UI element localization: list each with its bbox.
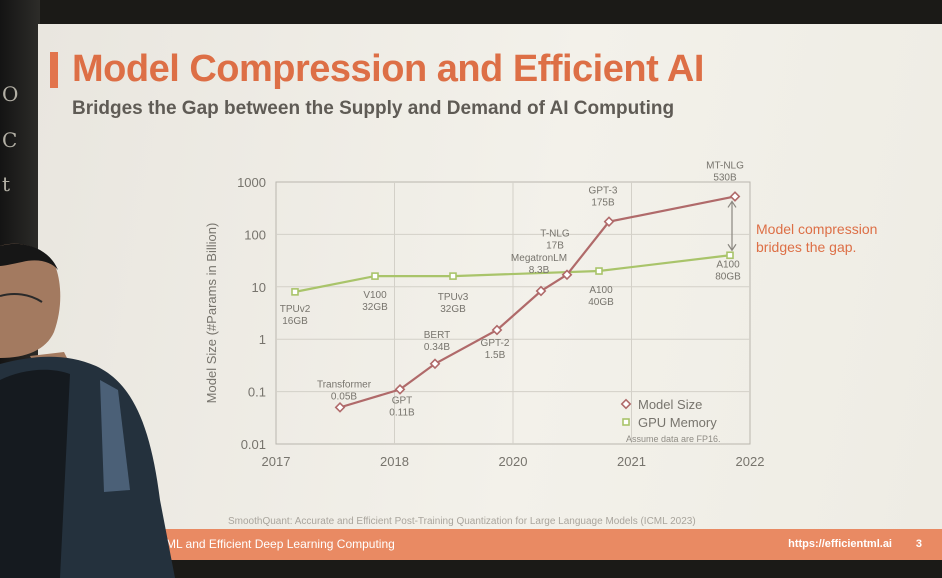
legend-note: Assume data are FP16. bbox=[626, 434, 721, 444]
gap-arrow-head-bottom bbox=[727, 243, 737, 252]
data-point bbox=[429, 358, 441, 370]
title-accent-bar bbox=[50, 52, 58, 88]
data-point-label: V100 bbox=[363, 290, 387, 301]
data-point-value-label: 175B bbox=[591, 198, 615, 209]
blackboard-glyph: t bbox=[2, 172, 11, 196]
data-point-value-label: 32GB bbox=[440, 304, 466, 315]
data-point bbox=[561, 269, 573, 281]
data-point-label: GPT bbox=[392, 395, 413, 406]
gap-annotation-line: bridges the gap. bbox=[756, 239, 856, 255]
y-tick-label: 100 bbox=[244, 227, 266, 242]
data-point-value-label: 16GB bbox=[282, 316, 308, 327]
slide-footer: ML and Efficient Deep Learning Computing… bbox=[38, 529, 942, 560]
series-line-model-size bbox=[339, 195, 736, 409]
legend-label: GPU Memory bbox=[638, 415, 717, 430]
y-tick-label: 0.1 bbox=[248, 385, 266, 400]
page-number: 3 bbox=[915, 538, 922, 550]
data-point bbox=[291, 288, 299, 296]
data-point-label: GPT-3 bbox=[589, 186, 618, 197]
data-point-label: Transformer bbox=[317, 379, 372, 390]
data-point bbox=[449, 272, 457, 280]
data-point-value-label: 40GB bbox=[588, 297, 614, 308]
presenter-figure bbox=[0, 243, 175, 578]
data-point-value-label: 8.3B bbox=[529, 265, 550, 276]
legend-marker-gpu-memory bbox=[622, 418, 630, 426]
course-url: https://efficientml.ai bbox=[788, 538, 892, 550]
x-tick-label: 2021 bbox=[617, 454, 646, 469]
course-name: ML and Efficient Deep Learning Computing bbox=[166, 537, 395, 551]
x-tick-label: 2018 bbox=[380, 454, 409, 469]
data-point-label: MegatronLM bbox=[511, 253, 567, 264]
x-tick-label: 2020 bbox=[499, 454, 528, 469]
data-point bbox=[726, 251, 734, 260]
data-point bbox=[491, 324, 503, 336]
slide-subtitle: Bridges the Gap between the Supply and D… bbox=[72, 98, 675, 119]
data-point bbox=[394, 384, 406, 395]
legend-label: Model Size bbox=[638, 397, 702, 412]
y-axis-label: Model Size (#Params in Billion) bbox=[204, 223, 219, 404]
data-point-value-label: 0.34B bbox=[424, 342, 450, 353]
data-point-label: A100 bbox=[589, 285, 613, 296]
data-point-value-label: 0.11B bbox=[389, 407, 415, 418]
slide-title: Model Compression and Efficient AI bbox=[72, 48, 704, 90]
data-point-label: GPT-2 bbox=[481, 338, 510, 349]
gap-arrow-head-top bbox=[727, 200, 737, 208]
data-point bbox=[603, 216, 615, 228]
data-point-label: MT-NLG bbox=[706, 160, 744, 171]
data-point-label: BERT bbox=[424, 330, 451, 341]
data-point bbox=[371, 272, 379, 280]
data-point bbox=[535, 285, 547, 297]
data-point-value-label: 80GB bbox=[715, 271, 741, 282]
data-point-label: TPUv2 bbox=[280, 304, 311, 315]
x-tick-label: 2017 bbox=[262, 454, 291, 469]
data-point-value-label: 32GB bbox=[362, 302, 388, 313]
data-point bbox=[334, 401, 346, 413]
data-point-label: TPUv3 bbox=[438, 292, 469, 303]
y-tick-label: 1 bbox=[259, 332, 266, 347]
blackboard-glyph: O bbox=[2, 82, 19, 106]
data-point-value-label: 17B bbox=[546, 241, 564, 252]
legend-marker-model-size bbox=[620, 398, 632, 410]
data-point-value-label: 0.05B bbox=[331, 391, 357, 402]
blackboard-glyph: C bbox=[2, 128, 18, 152]
data-point-value-label: 530B bbox=[713, 172, 737, 183]
y-tick-label: 1000 bbox=[237, 175, 266, 190]
data-point bbox=[595, 267, 603, 275]
data-point-label: T-NLG bbox=[540, 229, 570, 240]
presentation-slide: Model Compression and Efficient AI Bridg… bbox=[38, 24, 942, 560]
y-tick-label: 10 bbox=[252, 280, 266, 295]
model-size-vs-gpu-memory-chart: 0.01 0.1 1 10 100 1000 2017 2018 2020 2021 2022 Mod… bbox=[204, 160, 877, 469]
gap-annotation-line: Model compression bbox=[756, 221, 877, 237]
data-point bbox=[729, 191, 741, 202]
citation: SmoothQuant: Accurate and Efficient Post… bbox=[228, 516, 696, 527]
y-tick-label: 0.01 bbox=[241, 437, 266, 452]
data-point-label: A100 bbox=[716, 259, 740, 270]
x-tick-label: 2022 bbox=[736, 454, 765, 469]
data-point-value-label: 1.5B bbox=[485, 350, 506, 361]
